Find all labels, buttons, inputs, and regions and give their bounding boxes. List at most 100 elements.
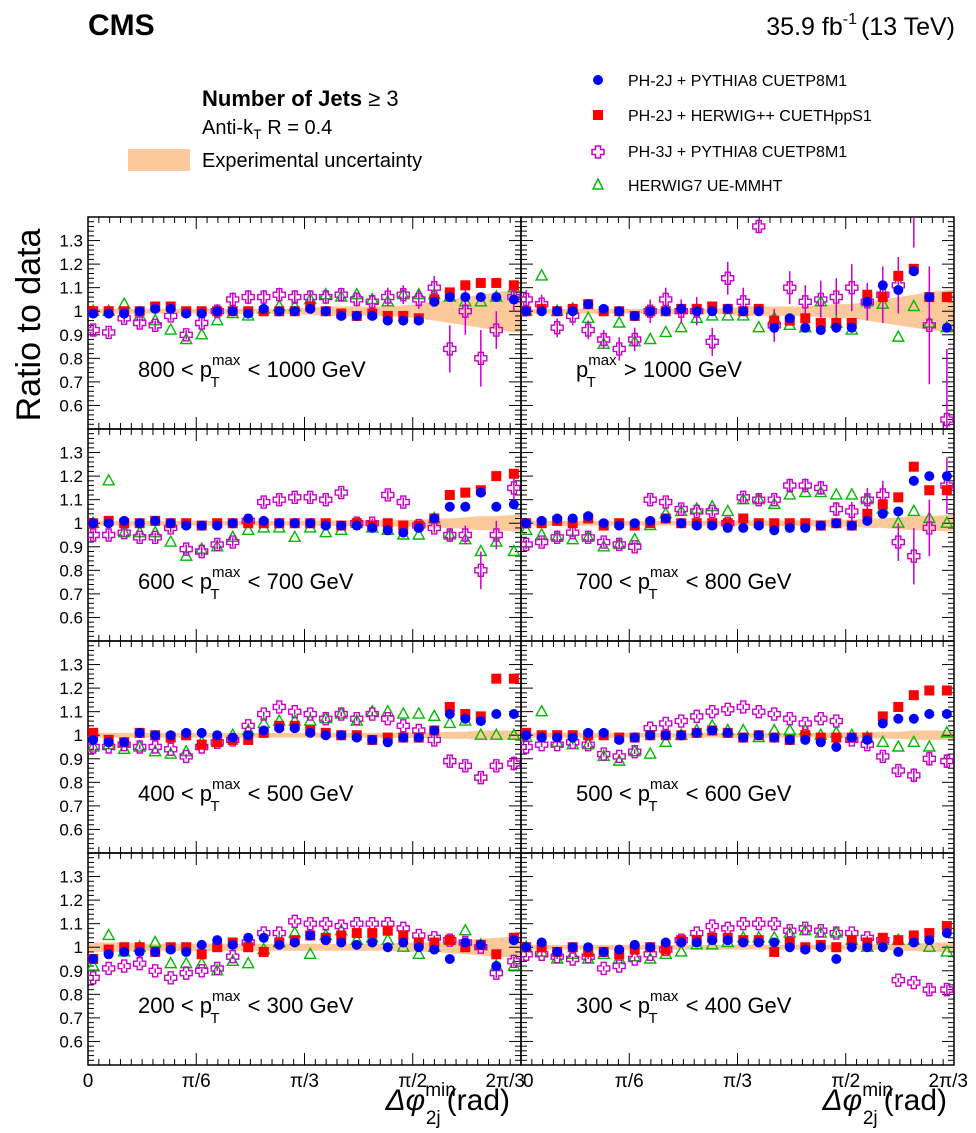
marker-cross: [798, 478, 812, 493]
marker-cross: [814, 712, 828, 726]
marker-triangle: [88, 739, 100, 752]
marker-square: [491, 949, 502, 960]
panel-label: 300 < pmax T < 400 GeV: [576, 988, 792, 1027]
chart-panel: 700 < pmax T < 800 GeV: [520, 428, 955, 642]
panel-label-p: p: [576, 357, 588, 382]
marker-cross: [179, 966, 193, 980]
marker-triangle: [521, 522, 533, 535]
marker-circle: [831, 742, 842, 752]
marker-cross: [596, 961, 611, 976]
marker-square: [941, 292, 952, 303]
y-tick-label: 0.8: [59, 349, 83, 368]
marker-cross: [783, 924, 797, 938]
uncertainty-label: Experimental uncertainty: [202, 150, 422, 172]
marker-square: [941, 921, 952, 932]
marker-circle: [382, 315, 393, 326]
marker-circle: [800, 944, 811, 955]
marker-cross: [752, 916, 766, 931]
marker-circle: [676, 303, 687, 314]
marker-square: [846, 935, 857, 946]
marker-cross: [659, 292, 673, 307]
marker-cross: [612, 959, 626, 973]
marker-circle: [508, 294, 519, 305]
marker-cross: [458, 304, 473, 318]
marker-circle: [508, 499, 519, 510]
marker-circle: [536, 515, 547, 526]
marker-cross: [117, 525, 131, 540]
marker-circle: [629, 939, 640, 950]
x-axis-title-unit: (rad): [884, 1084, 947, 1117]
legend-marker-triangle: [591, 177, 605, 190]
marker-cross: [474, 351, 488, 366]
marker-circle: [88, 734, 99, 745]
marker-cross: [674, 714, 688, 728]
marker-cross: [534, 737, 549, 752]
x-tick-label: π/6: [615, 1071, 644, 1092]
chart-panel: 0.6 0.7 0.8 0.9 1 1.1 1.2 1.3 800 < pmax T < 1000…: [59, 216, 522, 430]
marker-circle: [212, 935, 223, 946]
lumi-value: 35.9 fb: [766, 13, 842, 41]
y-axis-title: Ratio to data: [10, 229, 48, 422]
marker-circle: [831, 322, 842, 333]
marker-circle: [305, 727, 316, 738]
marker-cross: [132, 316, 147, 330]
marker-circle: [800, 522, 811, 533]
marker-circle: [508, 709, 519, 720]
marker-cross: [381, 290, 395, 304]
marker-cross: [148, 964, 162, 978]
marker-circle: [227, 732, 238, 743]
marker-circle: [258, 725, 269, 736]
marker-circle: [429, 513, 440, 524]
marker-circle: [491, 501, 502, 512]
jet-algo-label: Anti-kT R = 0.4: [202, 117, 332, 142]
y-tick-label: 0.6: [59, 608, 83, 627]
marker-circle: [924, 935, 935, 946]
panel-label-pre: 500 <: [576, 781, 638, 806]
marker-circle: [598, 946, 609, 957]
marker-square: [831, 942, 842, 953]
panel-label-sup: max: [212, 988, 241, 1005]
marker-square: [877, 292, 888, 303]
panel-label-pre: 800 <: [138, 357, 200, 382]
marker-triangle: [241, 522, 255, 535]
x-tick-label: 0: [523, 1071, 534, 1092]
uncertainty-band: [88, 514, 521, 532]
x-tick-label: π/3: [290, 1071, 319, 1092]
marker-square: [660, 944, 671, 955]
marker-circle: [88, 308, 99, 319]
marker-triangle: [210, 313, 224, 326]
marker-square: [815, 318, 826, 328]
marker-circle: [367, 734, 378, 745]
panel-frame: [87, 852, 522, 1066]
panel-label-post: < 300 GeV: [242, 993, 354, 1018]
marker-cross: [798, 921, 812, 936]
marker-cross: [272, 288, 286, 302]
marker-circle: [88, 954, 99, 964]
marker-square: [444, 701, 455, 712]
marker-circle: [598, 518, 609, 529]
marker-circle: [258, 515, 269, 526]
marker-cross: [396, 288, 410, 302]
marker-cross: [88, 740, 100, 754]
marker-cross: [521, 537, 533, 552]
marker-circle: [398, 937, 409, 948]
marker-triangle: [940, 515, 954, 528]
marker-circle: [769, 937, 780, 948]
marker-cross: [257, 495, 271, 509]
marker-cross: [226, 292, 240, 307]
marker-cross: [319, 290, 333, 304]
panel-label-sup: max: [212, 564, 241, 581]
marker-triangle: [922, 939, 936, 952]
marker-circle: [660, 306, 671, 317]
marker-square: [475, 277, 486, 288]
marker-circle: [941, 471, 952, 482]
marker-square: [924, 928, 935, 939]
marker-circle: [893, 946, 904, 957]
uncertainty-band: [521, 290, 954, 333]
legend-label-herwig7: HERWIG7 UE-MMHT: [628, 178, 783, 195]
marker-circle: [583, 942, 594, 953]
y-tick-label: 1: [74, 726, 83, 745]
marker-circle: [413, 315, 424, 326]
marker-cross: [814, 292, 828, 307]
marker-cross: [319, 916, 333, 931]
